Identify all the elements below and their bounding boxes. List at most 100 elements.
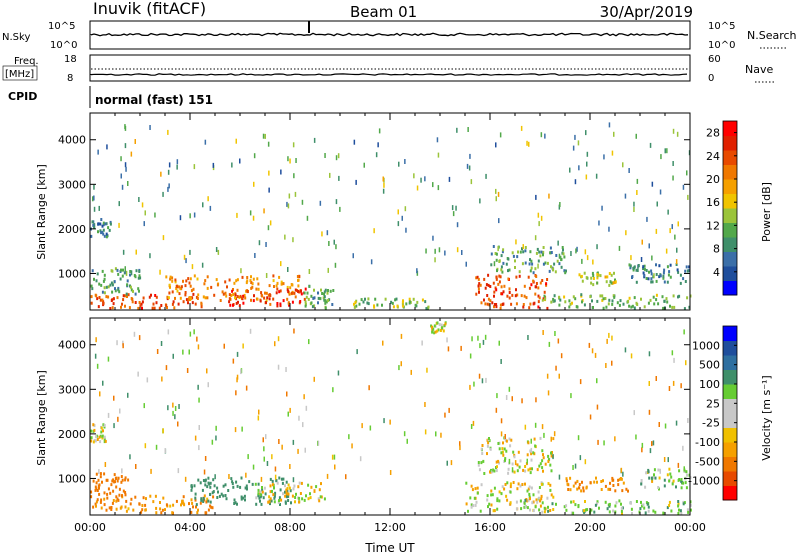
heatmap-cell — [654, 510, 657, 514]
heatmap-cell — [456, 247, 459, 253]
heatmap-cell — [459, 445, 461, 451]
heatmap-cell — [121, 302, 123, 306]
heatmap-cell — [510, 438, 513, 442]
heatmap-cell — [259, 490, 262, 494]
heatmap-cell — [308, 284, 311, 288]
heatmap-cell — [520, 507, 523, 511]
heatmap-cell — [531, 262, 534, 266]
heatmap-cell — [310, 485, 313, 489]
heatmap-cell — [168, 162, 171, 168]
heatmap-cell — [264, 291, 266, 295]
heatmap-cell — [260, 476, 263, 482]
heatmap-cell — [95, 481, 98, 485]
heatmap-cell — [441, 326, 443, 330]
x-tick-label: 08:00 — [274, 521, 306, 534]
heatmap-cell — [652, 440, 655, 446]
heatmap-cell — [110, 299, 113, 302]
heatmap-cell — [534, 267, 537, 271]
heatmap-cell — [96, 489, 99, 492]
heatmap-cell — [382, 340, 384, 346]
heatmap-cell — [249, 210, 252, 216]
heatmap-cell — [424, 429, 427, 435]
heatmap-cell — [186, 368, 189, 373]
heatmap-cell — [421, 298, 424, 302]
heatmap-cell — [516, 487, 519, 491]
heatmap-cell — [154, 294, 157, 297]
heatmap-cell — [204, 456, 207, 461]
heatmap-cell — [628, 304, 631, 308]
heatmap-cell — [114, 477, 117, 480]
heatmap-cell — [263, 446, 265, 452]
heatmap-cell — [465, 481, 468, 485]
heatmap-cell — [647, 470, 650, 474]
heatmap-cell — [460, 345, 462, 351]
colorbar-tick-label: 12 — [706, 219, 720, 232]
heatmap-cell — [266, 296, 269, 300]
heatmap-cell — [243, 494, 246, 498]
heatmap-cell — [488, 502, 491, 506]
heatmap-cell — [657, 486, 660, 489]
heatmap-cell — [485, 377, 487, 383]
heatmap-cell — [111, 283, 114, 287]
heatmap-cell — [335, 155, 338, 161]
heatmap-cell — [508, 287, 511, 291]
heatmap-cell — [151, 306, 154, 310]
heatmap-cell — [514, 460, 517, 466]
heatmap-cell — [161, 376, 163, 382]
colorbar-segment — [723, 222, 737, 238]
heatmap-cell — [265, 434, 267, 440]
heatmap-cell — [481, 452, 484, 455]
heatmap-cell — [105, 232, 108, 236]
heatmap-cell — [189, 277, 192, 281]
heatmap-cell — [228, 297, 231, 301]
heatmap-cell — [635, 280, 638, 284]
heatmap-cell — [130, 270, 133, 276]
colorbar-tick-label: 24 — [706, 150, 720, 163]
heatmap-cell — [277, 336, 280, 342]
nave-label: Nave — [745, 63, 773, 76]
heatmap-cell — [137, 287, 140, 291]
heatmap-cell — [92, 440, 95, 444]
heatmap-cell — [498, 461, 500, 465]
heatmap-cell — [306, 291, 309, 295]
heatmap-cell — [599, 294, 602, 298]
heatmap-cell — [310, 294, 313, 298]
heatmap-cell — [675, 420, 678, 426]
heatmap-cell — [487, 273, 490, 277]
heatmap-cell — [524, 246, 527, 249]
heatmap-cell — [351, 443, 353, 449]
heatmap-cell — [228, 300, 231, 304]
heatmap-cell — [174, 278, 177, 282]
heatmap-cell — [479, 343, 481, 349]
heatmap-cell — [135, 464, 137, 469]
heatmap-cell — [665, 297, 668, 301]
heatmap-cell — [478, 290, 480, 294]
heatmap-cell — [635, 434, 637, 440]
heatmap-cell — [478, 468, 481, 472]
heatmap-cell — [451, 205, 454, 211]
heatmap-cell — [125, 499, 128, 503]
heatmap-cell — [674, 234, 676, 240]
heatmap-cell — [515, 288, 517, 292]
heatmap-cell — [682, 502, 685, 506]
heatmap-cell — [363, 162, 365, 168]
heatmap-cell — [269, 220, 272, 226]
heatmap-cell — [672, 161, 674, 166]
heatmap-cell — [514, 294, 517, 298]
heatmap-cell — [580, 489, 583, 493]
heatmap-cell — [596, 276, 599, 280]
heatmap-cell — [653, 473, 655, 477]
heatmap-cell — [474, 503, 477, 507]
heatmap-cell — [280, 280, 283, 284]
heatmap-cell — [490, 263, 493, 267]
heatmap-cell — [654, 476, 657, 480]
heatmap-cell — [582, 486, 585, 490]
heatmap-cell — [680, 383, 682, 389]
heatmap-cell — [281, 444, 283, 450]
heatmap-cell — [113, 423, 115, 429]
heatmap-cell — [274, 491, 277, 495]
heatmap-cell — [535, 275, 538, 278]
heatmap-cell — [209, 500, 212, 504]
heatmap-cell — [107, 226, 110, 230]
heatmap-cell — [103, 437, 106, 441]
